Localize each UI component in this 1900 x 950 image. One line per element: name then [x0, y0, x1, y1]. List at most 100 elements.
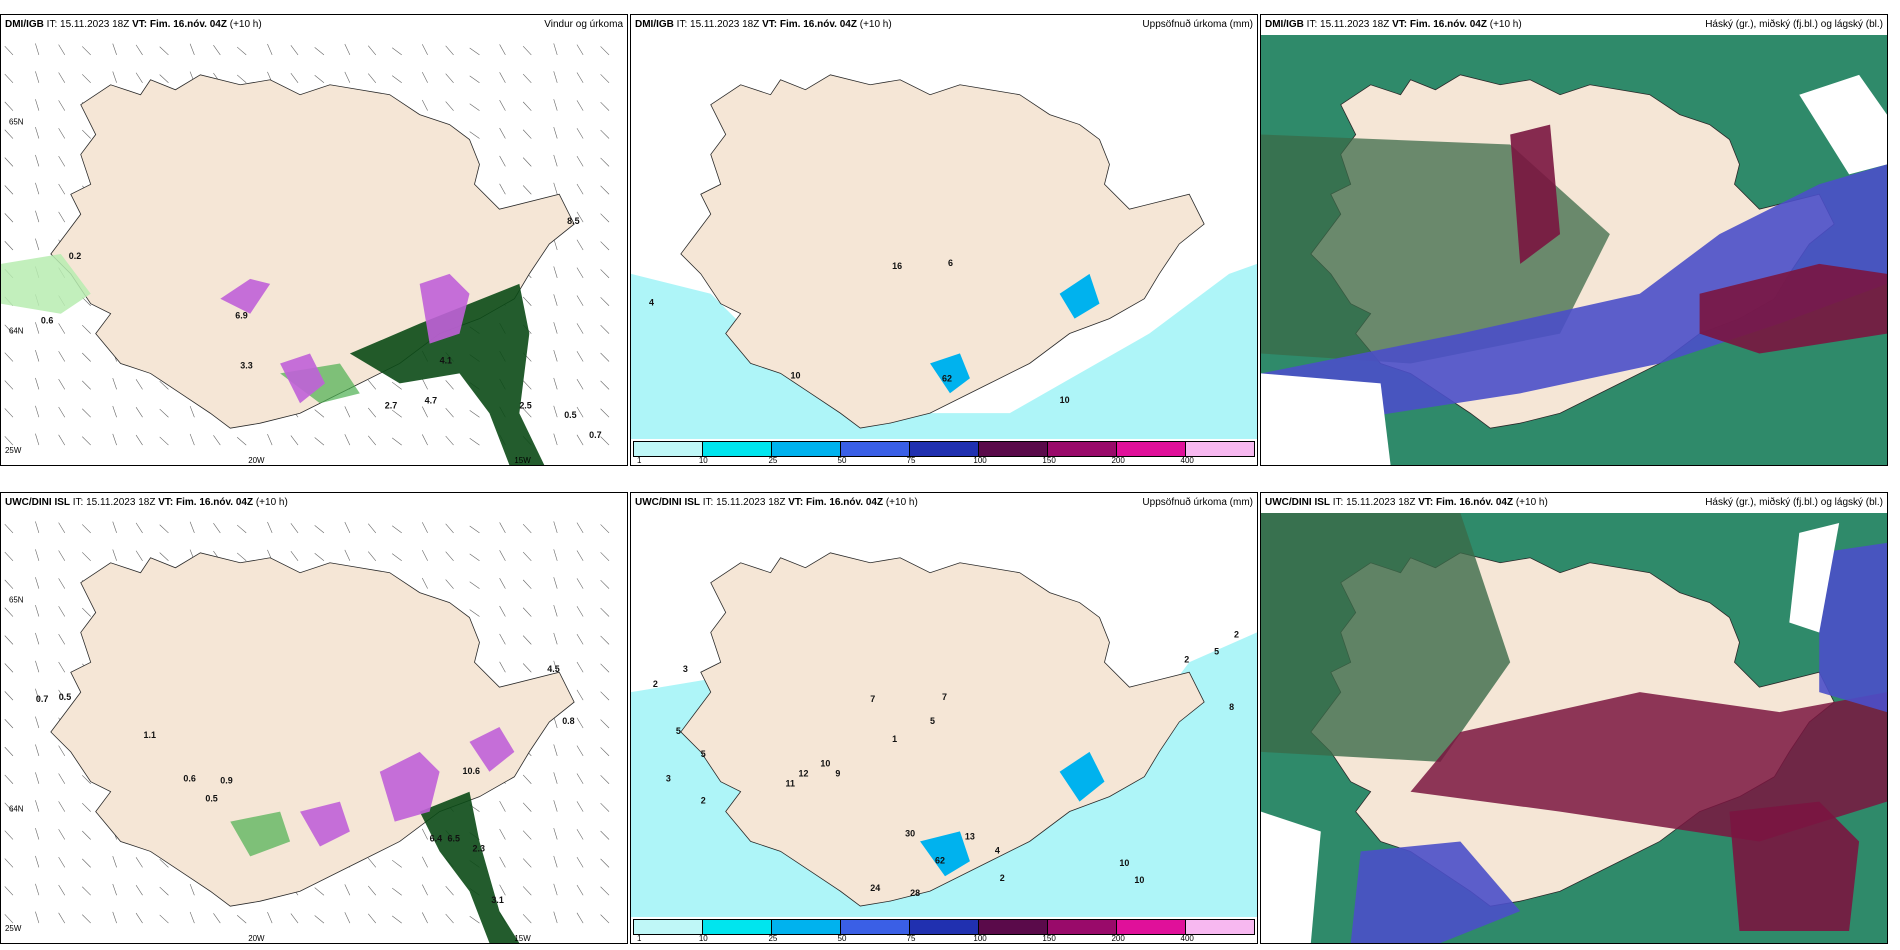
wind-barb — [576, 72, 584, 83]
valid-time: VT: Fim. 16.nóv. 04Z — [762, 19, 857, 30]
precip-value: 24 — [870, 883, 880, 893]
wind-barb — [367, 523, 377, 534]
wind-barb — [600, 74, 610, 83]
lead-time: (+10 h) — [859, 19, 892, 30]
wind-barb — [4, 607, 14, 617]
cloud-cover-map — [1261, 513, 1887, 943]
wind-barb — [576, 267, 584, 279]
precip-value: 7 — [942, 692, 947, 702]
wind-barb — [35, 660, 40, 673]
wind-barb — [600, 607, 610, 617]
wind-barb — [391, 859, 402, 868]
wind-barb — [236, 46, 247, 56]
wind-barb — [82, 436, 91, 446]
wind-barb — [600, 579, 610, 589]
precip-value: 5 — [1214, 646, 1219, 656]
iceland-land — [680, 74, 1205, 429]
wind-barb — [553, 577, 558, 589]
wind-barb — [600, 101, 610, 111]
precip-value: 2 — [701, 796, 706, 806]
wind-barb — [4, 129, 14, 139]
valid-time: VT: Fim. 16.nóv. 04Z — [788, 497, 884, 508]
wind-barb — [159, 524, 169, 534]
legend-tick: 100 — [973, 934, 987, 943]
wind-barb — [290, 913, 299, 924]
legend-color-bar — [633, 441, 1255, 457]
wind-barb — [159, 552, 169, 561]
wind-barb — [35, 855, 40, 868]
precip-value: 10 — [1119, 858, 1129, 868]
wind-barb — [58, 211, 66, 223]
wind-barb — [576, 211, 584, 223]
wind-barb — [35, 883, 40, 896]
wind-barb — [159, 858, 169, 868]
wind-barb — [35, 71, 40, 83]
precip-value: 5 — [676, 726, 681, 736]
precip-value: 2.7 — [385, 400, 397, 410]
wind-barb — [58, 689, 66, 701]
model-name: UWC/DINI ISL — [635, 497, 700, 508]
wind-barb — [58, 633, 66, 645]
wind-barb — [469, 553, 480, 562]
wind-barb — [445, 435, 454, 446]
wind-barb — [267, 43, 273, 56]
precip-value: 2 — [653, 679, 658, 689]
precip-value: 2 — [1184, 654, 1189, 664]
wind-barb — [522, 157, 532, 167]
wind-barb — [499, 522, 506, 534]
wind-barb — [159, 436, 169, 446]
wind-barb — [82, 830, 91, 840]
wind-barb — [236, 915, 247, 924]
wind-barb — [576, 661, 584, 673]
wind-barb — [367, 435, 377, 446]
legend-swatch — [979, 442, 1048, 456]
precip-value: 13 — [965, 831, 975, 841]
wind-barb — [421, 44, 428, 56]
wind-barb — [35, 126, 40, 139]
wind-barb — [290, 45, 299, 56]
lead-time: (+10 h) — [229, 19, 262, 30]
lead-time: (+10 h) — [885, 497, 918, 508]
wind-barb — [367, 73, 377, 83]
wind-barb — [112, 405, 117, 418]
wind-barb — [58, 773, 66, 784]
wind-barb — [600, 552, 610, 561]
wind-barb — [522, 663, 532, 673]
legend-swatch — [703, 920, 772, 934]
wind-barb — [58, 856, 66, 868]
wind-barb — [314, 437, 325, 446]
legend-tick: 150 — [1042, 456, 1056, 465]
accumulated-precip-map: 3 2 5 5 3 2 12 11 10 9 7 1 5 7 30 13 62 … — [631, 513, 1257, 917]
panel-title: Vindur og úrkoma — [544, 19, 623, 30]
wind-barb — [553, 632, 558, 645]
wind-barb — [236, 74, 247, 84]
precip-value: 2.3 — [472, 843, 484, 853]
legend-tick: 1 — [636, 456, 642, 465]
iceland-land — [680, 552, 1205, 907]
wind-barb — [553, 43, 558, 55]
wind-barb — [4, 579, 14, 589]
legend-tick: 200 — [1111, 934, 1125, 943]
precip-value: 9 — [835, 769, 840, 779]
wind-barb — [4, 73, 14, 83]
wind-barb — [58, 661, 66, 673]
wind-barb — [267, 912, 273, 924]
wind-barb — [135, 407, 143, 418]
wind-barb — [600, 213, 610, 223]
wind-barb — [522, 886, 532, 896]
panel-header: DMI/IGB IT: 15.11.2023 18Z VT: Fim. 16.n… — [1261, 15, 1887, 35]
wind-barb — [58, 351, 66, 362]
wind-barb — [314, 915, 325, 924]
wind-barb — [522, 101, 532, 111]
legend-swatch — [772, 920, 841, 934]
wind-barb — [58, 183, 66, 195]
wind-barb — [82, 775, 91, 784]
wind-barb — [35, 433, 40, 446]
wind-barb — [4, 719, 14, 729]
wind-barb — [576, 100, 584, 111]
wind-barb — [445, 551, 454, 561]
wind-barb — [35, 688, 40, 701]
wind-barb — [35, 43, 40, 55]
wind-barb — [553, 71, 558, 83]
wind-barb — [58, 72, 66, 83]
